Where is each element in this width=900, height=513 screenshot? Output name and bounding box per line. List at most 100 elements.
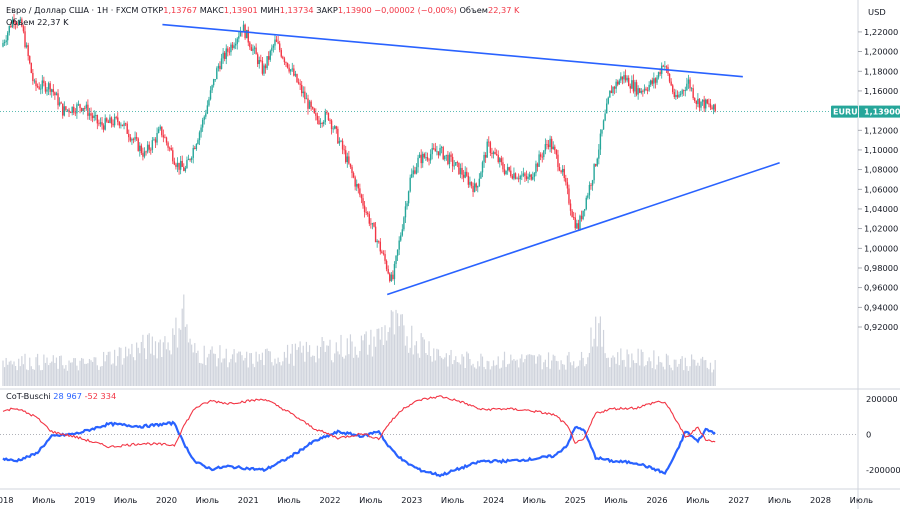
candle-body — [456, 162, 459, 163]
volume-bar — [225, 348, 227, 386]
candle-body — [670, 81, 672, 86]
volume-bar — [99, 366, 102, 386]
candle-body — [239, 31, 242, 37]
candle-body — [429, 154, 432, 161]
candle-body — [511, 176, 514, 179]
candle-body — [324, 112, 326, 122]
candle-body — [599, 133, 602, 150]
volume-bar — [198, 362, 201, 386]
candle-body — [697, 98, 699, 104]
cot-legend[interactable]: CoT-Buschi 28 967 -52 334 — [6, 391, 116, 401]
volume-bar — [609, 367, 611, 386]
cot-tick-label: 200000 — [866, 394, 898, 404]
candle-body — [467, 175, 470, 185]
candle-body — [69, 112, 72, 114]
price-tick-label: 1,20000 — [864, 47, 898, 57]
candle-body — [101, 122, 103, 126]
candle-body — [297, 82, 300, 84]
volume-bar — [404, 345, 407, 386]
candle-body — [412, 170, 415, 174]
candle-body — [247, 29, 249, 43]
volume-bar — [668, 364, 671, 386]
candle-body — [459, 167, 462, 174]
volume-bar — [21, 356, 23, 386]
candle-body — [36, 86, 39, 87]
candle-body — [492, 152, 495, 154]
volume-bar — [164, 336, 166, 386]
candle-body — [706, 99, 709, 104]
candle-body — [321, 123, 323, 124]
volume-bar — [464, 367, 466, 386]
volume-bar — [571, 365, 573, 386]
volume-legend[interactable]: Объем 22,37 K — [6, 17, 69, 27]
volume-bar — [529, 354, 531, 386]
candle-body — [478, 178, 481, 187]
candle-body — [580, 215, 583, 220]
cot-name: CoT-Buschi — [6, 391, 51, 401]
volume-bar — [370, 329, 372, 386]
candle-body — [305, 98, 308, 100]
candle-body — [332, 128, 334, 130]
candle-body — [285, 62, 287, 63]
symbol-title[interactable]: Евро / Доллар США · 1Н · FXCM — [6, 5, 139, 15]
volume-bar — [437, 349, 440, 386]
volume-bar — [415, 341, 418, 386]
volume-bar — [125, 346, 127, 386]
candle-body — [183, 166, 185, 171]
trendline-resistance — [162, 23, 743, 78]
candle-body — [293, 68, 295, 76]
volume-bar — [510, 354, 512, 386]
volume-value: 22,37 K — [487, 5, 520, 15]
candle-body — [494, 152, 496, 155]
candle-body — [44, 83, 47, 92]
volume-bar — [408, 352, 410, 386]
candle-body — [234, 43, 237, 46]
candle-body — [650, 80, 652, 85]
volume-bar — [85, 363, 87, 386]
volume-legend-text: Объем 22,37 K — [6, 17, 69, 27]
volume-bar — [466, 351, 468, 386]
volume-bar — [186, 324, 188, 386]
candle-body — [139, 145, 141, 151]
candle-body — [91, 115, 94, 119]
candle-body — [590, 185, 592, 186]
volume-bar — [242, 360, 245, 386]
candle-body — [197, 140, 199, 145]
volume-bar — [650, 361, 652, 386]
volume-bar — [297, 347, 300, 386]
candle-body — [546, 144, 548, 145]
candle-body — [437, 151, 440, 156]
time-tick-label: Июль — [523, 495, 546, 505]
candle-body — [576, 223, 578, 229]
candle-body — [525, 176, 528, 179]
volume-bar — [129, 354, 131, 386]
candle-body — [223, 52, 226, 59]
volume-bar — [615, 363, 617, 386]
trendlines[interactable] — [162, 23, 780, 296]
candle-body — [694, 98, 696, 102]
candle-body — [146, 144, 149, 152]
open-label: ОТКР — [141, 5, 164, 15]
candle-body — [587, 195, 589, 198]
candle-body — [689, 79, 691, 89]
candle-body — [596, 158, 598, 166]
candle-body — [626, 77, 628, 81]
candle-body — [266, 56, 268, 69]
price-tick-label: 1,04000 — [864, 204, 898, 214]
volume-bar — [532, 355, 534, 386]
volume-bar — [623, 359, 625, 386]
volume-bar — [514, 360, 517, 386]
candle-body — [561, 168, 564, 173]
volume-bar — [147, 334, 149, 386]
candle-body — [684, 90, 686, 91]
candle-body — [40, 88, 42, 90]
volume-bar — [184, 326, 186, 386]
symbol-header[interactable]: Евро / Доллар США · 1Н · FXCM ОТКР1,1376… — [6, 5, 519, 15]
time-tick-label: 2028 — [810, 495, 831, 505]
volume-bar — [38, 365, 40, 386]
volume-bar — [425, 353, 427, 386]
candle-body — [698, 98, 701, 108]
